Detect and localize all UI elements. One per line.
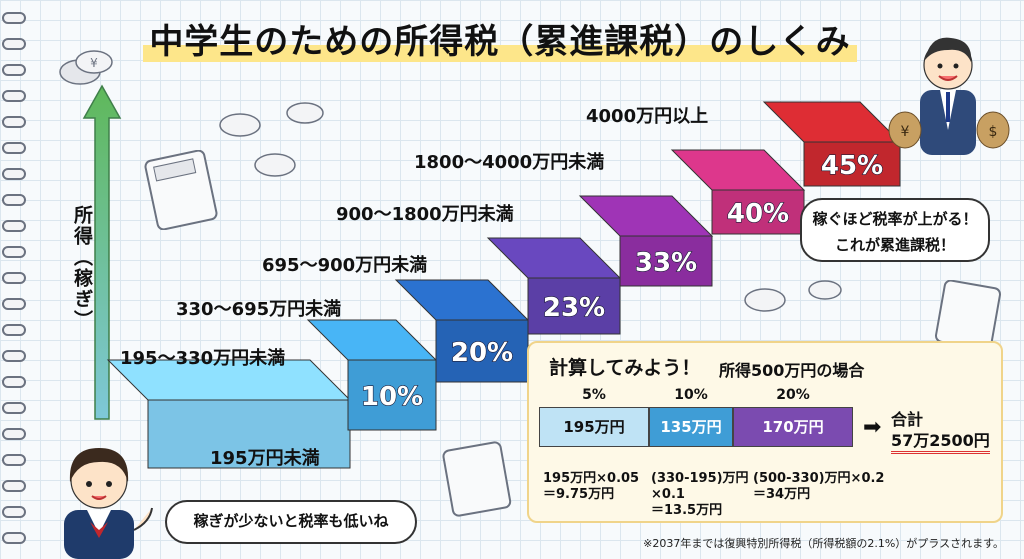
bracket-label: 330～695万円未満: [176, 298, 341, 320]
bracket-label: 1800～4000万円未満: [414, 151, 604, 173]
svg-text:$: $: [989, 124, 998, 140]
calc-title: 計算してみよう！: [549, 357, 701, 379]
tax-step: [306, 319, 438, 431]
step-top-face: [306, 319, 438, 361]
bracket-label: 695～900万円未満: [262, 254, 427, 276]
total-value: 57万2500円: [891, 427, 990, 454]
segment-rate: 20%: [776, 387, 810, 403]
tax-rate-label: 10%: [361, 382, 423, 412]
formula-line: ＝13.5万円: [651, 503, 723, 518]
segment-formula: 195万円×0.05 ＝9.75万円: [543, 471, 639, 503]
tax-step: [670, 149, 806, 235]
step-front-face: [619, 235, 713, 287]
formula-line: ＝9.75万円: [543, 487, 615, 502]
speech-bubble-left: 稼ぎが少ないと税率も低いね: [165, 500, 417, 544]
segment-rate: 5%: [582, 387, 606, 403]
segment-bar: 135万円: [649, 407, 733, 447]
segment-formula: (330-195)万円 ×0.1 ＝13.5万円: [651, 471, 749, 519]
calculator-icon: [442, 441, 512, 517]
step-top-face: [670, 149, 806, 191]
total-label: 合計: [891, 410, 924, 429]
step-front-face: [527, 277, 621, 335]
coin-icon: [219, 102, 324, 177]
tax-step: [578, 195, 714, 287]
bracket-label: 195万円未満: [210, 447, 320, 469]
calculation-example: 計算してみよう！ 所得500万円の場合 5% 10% 20% 195万円 135…: [527, 341, 1003, 523]
speech-bubble-right: 稼ぐほど税率が上がる！ これが累進課税！: [800, 198, 990, 262]
step-top-face: [486, 237, 622, 279]
step-top-face: [578, 195, 714, 237]
step-front-face: [347, 359, 437, 431]
step-front-face: [147, 399, 351, 469]
tax-step: [106, 359, 352, 469]
bracket-label: 900～1800万円未満: [336, 203, 514, 225]
tax-step: [486, 237, 622, 335]
footnote: ※2037年までは復興特別所得税（所得税額の2.1%）がプラスされます。: [643, 537, 1004, 550]
formula-line: ×0.1: [651, 487, 685, 502]
tax-rate-label: 40%: [727, 199, 789, 229]
segment-bar: 170万円: [733, 407, 853, 447]
tax-step: [762, 101, 902, 187]
coin-icon: ¥: [59, 50, 113, 85]
axis-label: 所得（稼ぎ）: [71, 205, 93, 331]
svg-text:¥: ¥: [90, 56, 98, 70]
bubble-right-line2: これが累進課税！: [834, 236, 955, 254]
tax-rate-label: 23%: [543, 293, 605, 323]
calculator-icon: [144, 150, 218, 230]
step-top-face: [394, 279, 530, 321]
calc-subtitle: 所得500万円の場合: [719, 361, 865, 380]
tax-rate-label: 20%: [451, 338, 513, 368]
student-girl-illustration: [64, 448, 153, 559]
businessman-illustration: ¥ $: [888, 37, 1010, 155]
calculator-icon: [934, 280, 1002, 350]
title-text: 中学生のための所得税（累進課税）のしくみ: [143, 22, 857, 62]
step-top-face: [762, 101, 902, 143]
page-title: 中学生のための所得税（累進課税）のしくみ: [120, 14, 880, 63]
tax-step: [394, 279, 530, 383]
segment-formula: (500-330)万円×0.2 ＝34万円: [753, 471, 884, 503]
segment-rate: 10%: [674, 387, 708, 403]
tax-rate-label: 45%: [821, 151, 883, 181]
formula-line: (330-195)万円: [651, 471, 749, 486]
step-front-face: [435, 319, 529, 383]
tax-rate-label: 33%: [635, 248, 697, 278]
formula-line: ＝34万円: [753, 487, 811, 502]
formula-line: 195万円×0.05: [543, 471, 640, 486]
step-front-face: [803, 141, 901, 187]
formula-line: (500-330)万円×0.2: [753, 471, 885, 486]
svg-text:¥: ¥: [901, 124, 910, 140]
bracket-label: 195～330万円未満: [120, 347, 285, 369]
notebook-spiral: [0, 0, 26, 559]
segment-bar: 195万円: [539, 407, 649, 447]
coin-icon: [744, 280, 842, 312]
step-front-face: [711, 189, 805, 235]
arrow-right-icon: ➡: [863, 415, 882, 440]
bracket-label: 4000万円以上: [586, 106, 708, 127]
income-arrow-icon: [82, 84, 122, 420]
bubble-right-line1: 稼ぐほど税率が上がる！: [812, 210, 978, 228]
